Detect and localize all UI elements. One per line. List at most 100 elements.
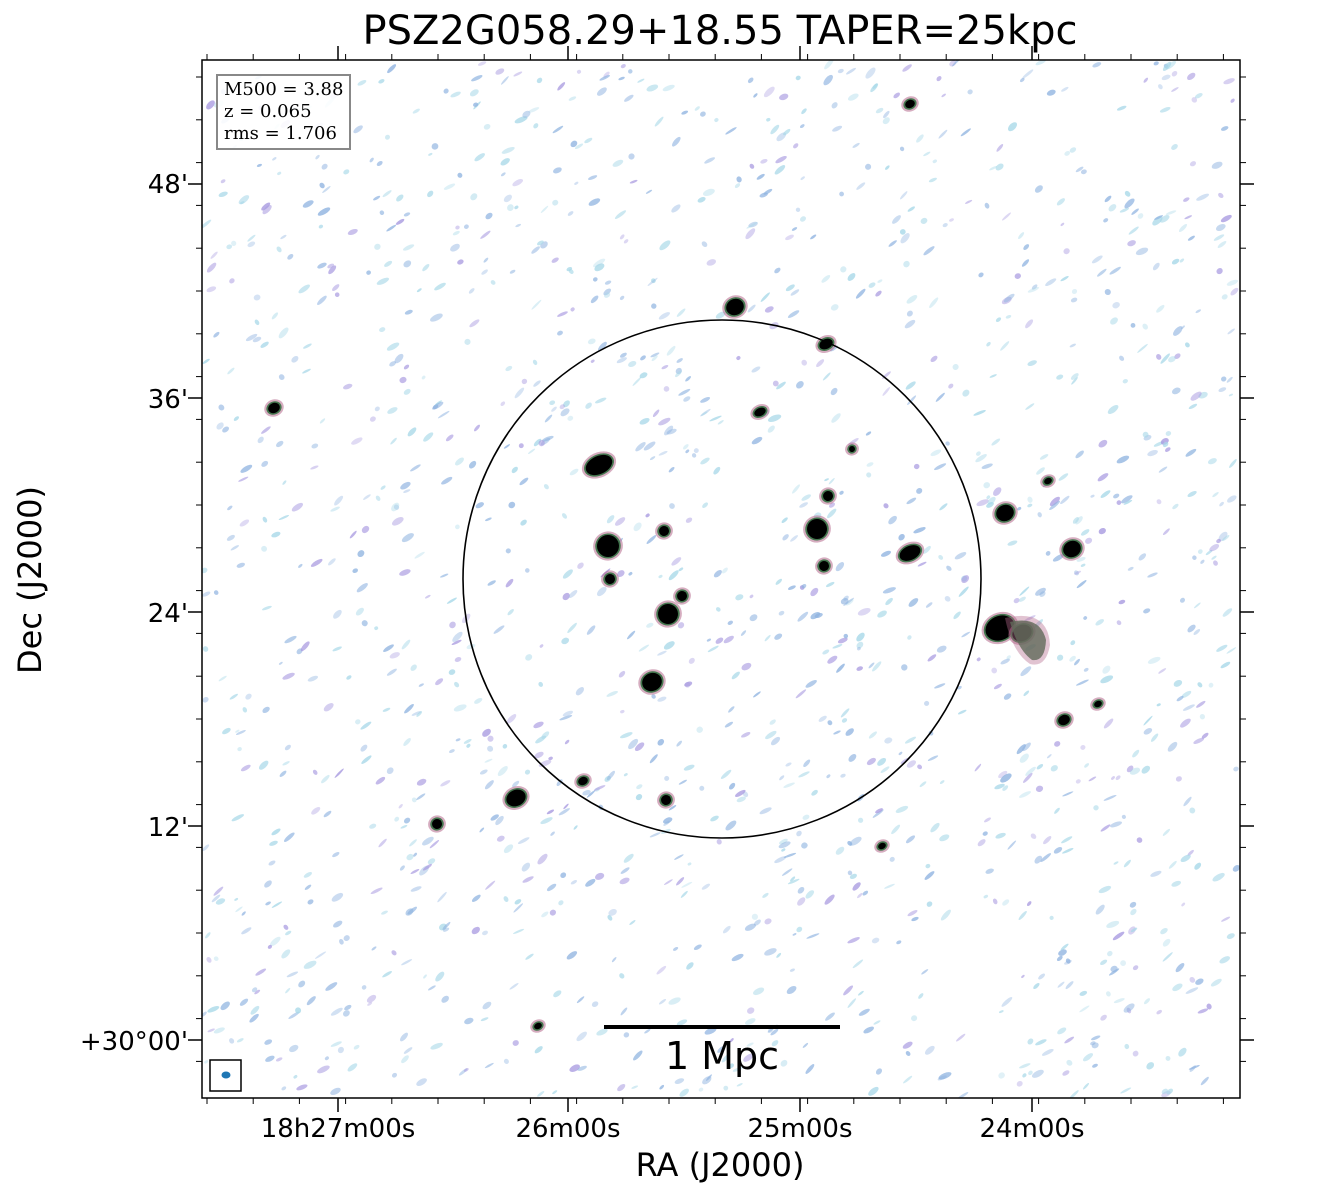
noise-speck (278, 327, 289, 339)
noise-speck (412, 108, 420, 114)
noise-speck (751, 436, 763, 445)
noise-speck (1049, 915, 1054, 921)
noise-speck (1034, 185, 1043, 193)
y-tick-label: 36' (148, 385, 188, 415)
noise-speck (677, 622, 685, 629)
noise-speck (619, 352, 627, 358)
noise-speck (1211, 555, 1217, 560)
noise-speck (548, 756, 553, 761)
noise-speck (1016, 1080, 1023, 1087)
noise-speck (1196, 193, 1210, 201)
beam-ellipse (221, 1071, 231, 1079)
noise-speck (514, 899, 522, 905)
noise-speck (202, 591, 211, 597)
noise-speck (746, 1042, 754, 1047)
noise-speck (1028, 1070, 1033, 1076)
noise-speck (977, 839, 986, 847)
noise-speck (289, 1044, 299, 1053)
noise-speck (1075, 779, 1081, 784)
noise-speck (991, 438, 1001, 446)
noise-speck (1005, 314, 1012, 319)
noise-speck (386, 767, 394, 775)
noise-speck (776, 952, 782, 958)
noise-speck (343, 1010, 350, 1017)
noise-speck (1171, 70, 1178, 77)
noise-speck (1194, 93, 1203, 99)
noise-speck (534, 751, 544, 759)
noise-speck (1074, 658, 1080, 666)
noise-speck (775, 578, 783, 585)
noise-speck (500, 172, 506, 177)
noise-speck (927, 755, 939, 761)
noise-speck (1216, 644, 1228, 652)
noise-speck (1141, 765, 1151, 774)
noise-speck (1150, 870, 1162, 877)
noise-speck (1219, 501, 1224, 507)
noise-speck (343, 935, 350, 942)
noise-speck (1000, 773, 1012, 783)
noise-speck (826, 774, 831, 779)
noise-speck (591, 1001, 599, 1008)
noise-speck (675, 370, 682, 378)
noise-speck (1008, 122, 1017, 132)
noise-speck (1100, 824, 1111, 832)
noise-speck (525, 953, 534, 960)
noise-speck (593, 258, 606, 268)
noise-speck (1226, 933, 1235, 940)
radio-source (845, 442, 859, 456)
noise-speck (517, 837, 530, 845)
radio-source (992, 501, 1018, 525)
noise-speck (938, 129, 948, 139)
noise-speck (418, 683, 424, 687)
noise-speck (1022, 1073, 1027, 1078)
noise-speck (275, 440, 284, 448)
noise-speck (904, 319, 916, 329)
noise-speck (401, 959, 413, 966)
noise-speck (650, 352, 660, 358)
noise-speck (676, 877, 685, 886)
noise-speck (506, 714, 517, 724)
noise-speck (1194, 862, 1202, 870)
noise-speck (558, 900, 564, 906)
noise-speck (1064, 959, 1072, 965)
noise-speck (787, 310, 800, 318)
noise-speck (302, 200, 314, 208)
noise-speck (907, 395, 917, 405)
noise-speck (1091, 1035, 1101, 1041)
noise-speck (1220, 661, 1231, 669)
noise-speck (1147, 449, 1158, 457)
noise-speck (1065, 958, 1071, 964)
noise-speck (540, 205, 549, 214)
noise-speck (235, 730, 246, 735)
noise-speck (386, 342, 400, 351)
noise-speck (800, 176, 805, 181)
noise-speck (716, 839, 722, 845)
noise-speck (901, 664, 908, 671)
noise-speck (452, 230, 460, 236)
y-tick-label: 48' (148, 170, 188, 200)
noise-speck (1124, 190, 1131, 197)
noise-speck (729, 1038, 734, 1043)
noise-speck (764, 306, 774, 313)
noise-speck (1189, 161, 1197, 167)
noise-speck (795, 689, 807, 699)
noise-speck (1076, 580, 1087, 589)
noise-speck (549, 909, 557, 916)
noise-speck (560, 872, 567, 879)
x-tick-label: 18h27m00s (261, 1114, 416, 1144)
noise-speck (334, 768, 344, 778)
noise-speck (481, 269, 488, 275)
noise-speck (443, 927, 450, 932)
noise-speck (441, 476, 453, 485)
noise-speck (241, 911, 246, 916)
noise-speck (284, 744, 291, 751)
noise-speck (668, 570, 679, 581)
noise-speck (455, 225, 460, 230)
noise-speck (1109, 266, 1121, 275)
radio-source (895, 541, 925, 565)
noise-speck (333, 920, 343, 928)
noise-speck (827, 655, 838, 664)
noise-speck (401, 639, 411, 650)
noise-speck (635, 794, 643, 801)
noise-speck (391, 502, 400, 512)
